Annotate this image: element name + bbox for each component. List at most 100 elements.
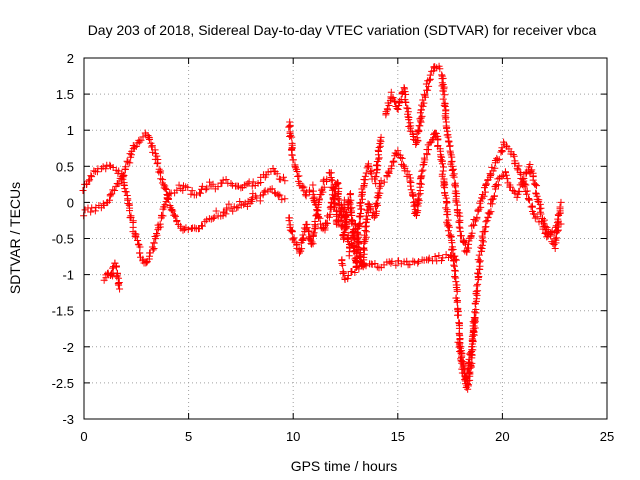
data-point	[477, 197, 485, 205]
data-point	[298, 184, 306, 192]
grid-lines	[84, 58, 607, 419]
data-point	[536, 200, 544, 208]
data-point	[85, 177, 93, 185]
data-point	[476, 257, 484, 265]
data-point	[531, 181, 539, 189]
data-point	[244, 180, 252, 188]
data-point	[260, 188, 268, 196]
data-point	[99, 200, 107, 208]
data-point	[315, 196, 323, 204]
data-point	[173, 186, 181, 194]
data-point	[389, 93, 397, 101]
data-point	[421, 93, 429, 101]
data-point	[525, 196, 533, 204]
data-point	[206, 178, 214, 186]
data-point	[452, 195, 460, 203]
data-point	[126, 159, 134, 167]
data-point	[308, 238, 316, 246]
data-point	[278, 196, 286, 204]
data-point	[404, 113, 412, 121]
data-point	[553, 227, 561, 235]
data-point	[162, 186, 170, 194]
data-point	[469, 325, 477, 333]
data-point	[415, 258, 423, 266]
data-point	[112, 262, 120, 270]
data-point	[502, 171, 510, 179]
data-point	[554, 215, 562, 223]
data-point	[419, 102, 427, 110]
data-point	[515, 188, 523, 196]
data-point	[529, 176, 537, 184]
data-point	[439, 167, 447, 175]
data-point	[488, 163, 496, 171]
data-point	[287, 132, 295, 140]
data-point	[209, 180, 217, 188]
data-point	[478, 232, 486, 240]
data-point	[367, 170, 375, 178]
data-point	[119, 173, 127, 181]
data-point	[551, 245, 559, 253]
data-point	[510, 152, 518, 160]
data-point	[281, 195, 289, 203]
data-point	[348, 241, 356, 249]
data-point	[320, 183, 328, 191]
data-point	[444, 222, 452, 230]
data-point	[439, 87, 447, 95]
data-point	[153, 160, 161, 168]
data-point	[482, 218, 490, 226]
chart-title: Day 203 of 2018, Sidereal Day-to-day VTE…	[88, 22, 597, 38]
data-point	[242, 181, 250, 189]
data-point	[368, 167, 376, 175]
data-point	[353, 229, 361, 237]
data-point	[495, 156, 503, 164]
data-point	[424, 86, 432, 94]
y-tick-label: -3	[62, 412, 74, 427]
data-point	[198, 182, 206, 190]
data-point	[532, 189, 540, 197]
data-point	[432, 129, 440, 137]
data-point	[344, 275, 352, 283]
data-point	[179, 186, 187, 194]
data-point	[466, 361, 474, 369]
data-point	[414, 259, 422, 267]
data-point	[441, 91, 449, 99]
data-point	[487, 208, 495, 216]
data-point	[424, 256, 432, 264]
data-point	[470, 221, 478, 229]
data-point	[526, 161, 534, 169]
data-point	[355, 265, 363, 273]
data-point	[515, 162, 523, 170]
data-point	[108, 190, 116, 198]
data-point	[328, 177, 336, 185]
data-point	[91, 207, 99, 215]
data-point	[414, 136, 422, 144]
data-point	[415, 191, 423, 199]
x-tick-label: 0	[80, 429, 87, 444]
data-point	[453, 298, 461, 306]
data-point	[373, 207, 381, 215]
data-point	[356, 252, 364, 260]
data-point	[153, 152, 161, 160]
data-point	[380, 178, 388, 186]
x-tick-label: 10	[286, 429, 300, 444]
data-point	[412, 140, 420, 148]
data-point	[309, 230, 317, 238]
data-point	[394, 105, 402, 113]
data-point	[175, 181, 183, 189]
data-point	[375, 154, 383, 162]
data-point	[225, 200, 233, 208]
data-point	[403, 104, 411, 112]
data-point	[343, 223, 351, 231]
data-point	[160, 181, 168, 189]
data-point	[339, 208, 347, 216]
data-point	[405, 122, 413, 130]
data-point	[421, 156, 429, 164]
data-point	[153, 229, 161, 237]
data-point	[145, 136, 153, 144]
data-point	[452, 256, 460, 264]
data-point	[156, 220, 164, 228]
data-point	[405, 171, 413, 179]
data-point	[124, 158, 132, 166]
data-point	[377, 133, 385, 141]
